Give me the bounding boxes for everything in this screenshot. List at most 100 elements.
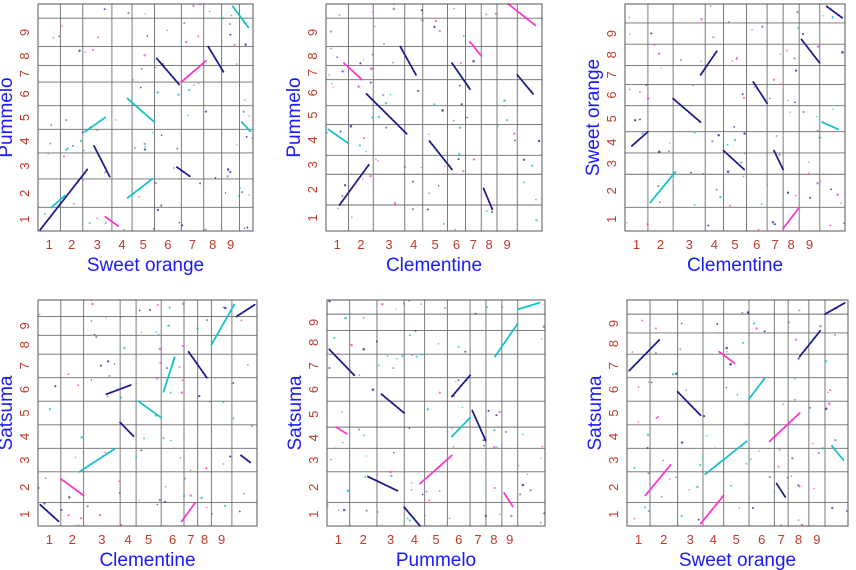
- scatter-point: [472, 59, 475, 63]
- scatter-point: [821, 447, 825, 450]
- scatter-point: [539, 521, 542, 524]
- synteny-segment: [471, 409, 487, 443]
- scatter-point: [719, 195, 722, 199]
- synteny-segment: [798, 329, 822, 358]
- scatter-point: [183, 477, 187, 480]
- scatter-point: [778, 153, 781, 157]
- scatter-point: [491, 211, 493, 213]
- plot-frame: [325, 3, 543, 232]
- y-tick-label: 4: [604, 139, 619, 146]
- scatter-point: [646, 223, 649, 226]
- scatter-point: [650, 32, 653, 35]
- scatter-point: [474, 312, 477, 315]
- scatter-point: [641, 319, 644, 322]
- scatter-point: [706, 313, 709, 316]
- scatter-point: [513, 132, 516, 135]
- y-tick-label: 5: [606, 409, 621, 416]
- scatter-point: [679, 348, 682, 351]
- synteny-segment: [507, 3, 537, 27]
- scatter-point: [795, 194, 797, 197]
- scatter-point: [680, 322, 683, 325]
- scatter-point: [88, 222, 91, 225]
- scatter-point: [757, 228, 760, 231]
- scatter-point: [160, 204, 163, 207]
- scatter-point: [189, 494, 192, 497]
- scatter-point: [192, 4, 195, 7]
- scatter-point: [428, 192, 431, 195]
- y-tick-label: 7: [305, 69, 320, 76]
- synteny-segment: [516, 74, 534, 95]
- x-tick-label: 6: [455, 532, 462, 547]
- scatter-point: [377, 364, 381, 367]
- scatter-point: [339, 130, 342, 133]
- scatter-point: [793, 398, 796, 401]
- scatter-point: [248, 115, 251, 117]
- scatter-point: [349, 124, 353, 128]
- scatter-point: [103, 8, 106, 11]
- scatter-point: [487, 409, 490, 412]
- scatter-point: [729, 484, 732, 487]
- scatter-point: [822, 15, 824, 17]
- scatter-point: [443, 222, 445, 225]
- x-tick-label: 4: [711, 237, 718, 252]
- scatter-point: [54, 385, 57, 388]
- scatter-point: [369, 174, 372, 178]
- y-tick-label: 5: [306, 411, 321, 418]
- scatter-point: [443, 165, 446, 168]
- x-tick-label: 8: [201, 532, 208, 547]
- scatter-point: [785, 49, 788, 52]
- scatter-point: [633, 119, 637, 122]
- scatter-point: [820, 136, 822, 139]
- scatter-point: [166, 29, 168, 32]
- synteny-segment: [631, 130, 649, 147]
- y-tick-label: 3: [305, 161, 320, 168]
- scatter-point: [61, 25, 63, 27]
- synteny-segment: [428, 140, 453, 171]
- scatter-point: [81, 131, 84, 134]
- scatter-point: [412, 180, 414, 183]
- x-tick-label: 6: [753, 237, 760, 252]
- scatter-point: [104, 222, 107, 224]
- scatter-point: [377, 115, 381, 119]
- x-tick-label: 3: [98, 532, 105, 547]
- x-tick-label: 1: [635, 532, 642, 547]
- scatter-point: [157, 333, 160, 336]
- y-tick-label: 6: [306, 386, 321, 393]
- x-tick-label: 2: [660, 532, 667, 547]
- scatter-point: [714, 447, 716, 449]
- scatter-point: [204, 228, 207, 231]
- scatter-point: [135, 455, 138, 458]
- y-tick-label: 6: [17, 386, 32, 393]
- synteny-segment: [775, 482, 787, 499]
- scatter-point: [725, 346, 728, 350]
- scatter-point: [464, 350, 467, 353]
- scatter-point: [685, 389, 688, 391]
- scatter-point: [390, 474, 393, 478]
- synteny-segment: [93, 144, 111, 178]
- scatter-point: [760, 203, 763, 205]
- scatter-point: [182, 494, 186, 498]
- scatter-point: [376, 511, 379, 513]
- scatter-point: [832, 108, 834, 110]
- scatter-point: [457, 152, 461, 156]
- scatter-point: [177, 93, 180, 96]
- scatter-point: [633, 517, 636, 520]
- scatter-point: [344, 316, 347, 320]
- scatter-point: [383, 42, 385, 45]
- scatter-point: [668, 478, 671, 480]
- scatter-point: [816, 182, 819, 185]
- scatter-point: [818, 136, 821, 139]
- scatter-point: [647, 509, 650, 513]
- scatter-point: [375, 340, 378, 343]
- scatter-point: [510, 514, 513, 518]
- scatter-point: [782, 403, 785, 406]
- synteny-segment: [419, 454, 453, 485]
- scatter-point: [357, 85, 360, 88]
- scatter-point: [229, 33, 232, 36]
- scatter-point: [653, 43, 656, 46]
- scatter-point: [156, 208, 160, 212]
- x-tick-label: 8: [795, 532, 802, 547]
- scatter-point: [751, 506, 755, 510]
- synteny-segment: [469, 40, 483, 57]
